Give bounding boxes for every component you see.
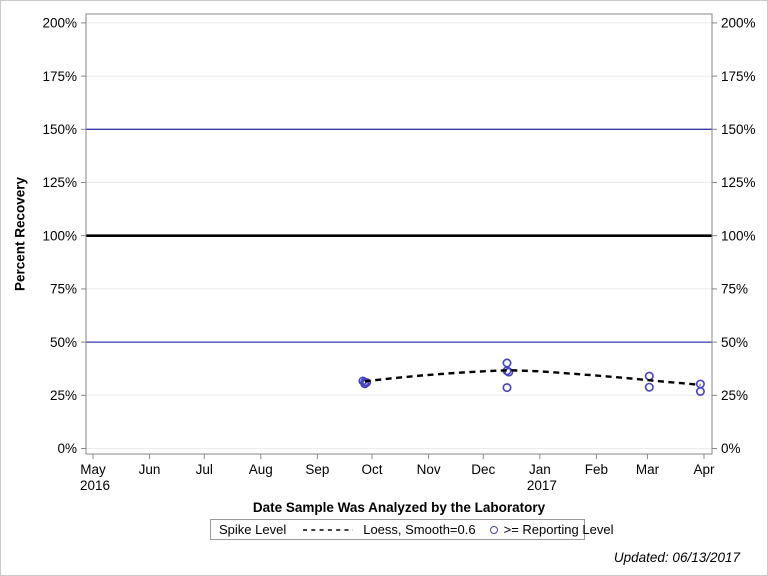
svg-text:25%: 25% bbox=[50, 388, 77, 403]
svg-text:100%: 100% bbox=[721, 228, 756, 243]
svg-text:125%: 125% bbox=[42, 175, 77, 190]
svg-text:200%: 200% bbox=[721, 16, 756, 31]
svg-text:Aug: Aug bbox=[249, 462, 273, 477]
svg-text:175%: 175% bbox=[42, 69, 77, 84]
svg-text:May: May bbox=[80, 462, 106, 477]
svg-text:Dec: Dec bbox=[471, 462, 495, 477]
reporting-level-marker-icon bbox=[489, 525, 498, 534]
svg-text:Nov: Nov bbox=[417, 462, 441, 477]
svg-text:2016: 2016 bbox=[80, 478, 110, 493]
svg-text:Oct: Oct bbox=[362, 462, 383, 477]
loess-dash-icon bbox=[303, 528, 354, 531]
svg-text:Sep: Sep bbox=[305, 462, 329, 477]
updated-timestamp: Updated: 06/13/2017 bbox=[613, 550, 740, 565]
svg-text:75%: 75% bbox=[50, 282, 77, 297]
svg-text:Apr: Apr bbox=[693, 462, 715, 477]
svg-text:0%: 0% bbox=[721, 441, 741, 456]
svg-text:50%: 50% bbox=[721, 335, 748, 350]
svg-text:150%: 150% bbox=[721, 122, 756, 137]
svg-text:100%: 100% bbox=[42, 228, 77, 243]
legend-reporting-label: >= Reporting Level bbox=[503, 522, 614, 537]
svg-text:25%: 25% bbox=[721, 388, 748, 403]
svg-text:2017: 2017 bbox=[527, 478, 557, 493]
legend-item-loess: Loess, Smooth=0.6 bbox=[302, 522, 476, 537]
legend: Spike Level Loess, Smooth=0.6 >= Reporti… bbox=[210, 519, 613, 540]
svg-text:75%: 75% bbox=[721, 282, 748, 297]
svg-text:Jul: Jul bbox=[196, 462, 213, 477]
svg-text:Jun: Jun bbox=[139, 462, 161, 477]
legend-item-reporting: >= Reporting Level bbox=[476, 522, 614, 537]
x-axis-title: Date Sample Was Analyzed by the Laborato… bbox=[252, 500, 546, 515]
svg-text:150%: 150% bbox=[42, 122, 77, 137]
legend-title: Spike Level bbox=[219, 522, 287, 537]
svg-text:Mar: Mar bbox=[636, 462, 660, 477]
svg-text:0%: 0% bbox=[57, 441, 77, 456]
svg-text:175%: 175% bbox=[721, 69, 756, 84]
svg-text:200%: 200% bbox=[42, 16, 77, 31]
svg-text:50%: 50% bbox=[50, 335, 77, 350]
svg-text:Jan: Jan bbox=[529, 462, 551, 477]
legend-loess-label: Loess, Smooth=0.6 bbox=[363, 522, 476, 537]
svg-text:Feb: Feb bbox=[585, 462, 608, 477]
svg-text:125%: 125% bbox=[721, 175, 756, 190]
y-axis-title: Percent Recovery bbox=[12, 176, 28, 292]
